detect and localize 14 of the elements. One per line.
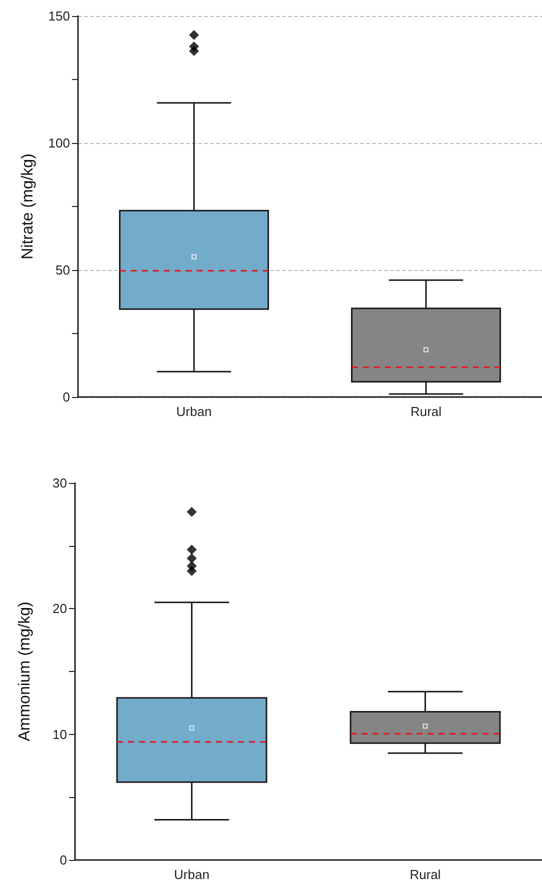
x-tick-label: Urban: [174, 867, 210, 882]
y-tick-label: 50: [56, 262, 70, 278]
y-tick-label: 10: [52, 726, 67, 742]
y-tick-label: 30: [52, 476, 67, 490]
y-tick-label: 20: [52, 601, 67, 616]
y-tick-label: 0: [62, 390, 70, 404]
y-tick-label: 100: [48, 136, 70, 150]
y-axis-title: Ammonium (mg/kg): [16, 602, 34, 742]
x-tick-label: Rural: [410, 404, 442, 419]
x-tick-label: Urban: [176, 404, 212, 419]
x-tick-label: Rural: [410, 867, 441, 882]
y-tick-label: 0: [60, 852, 67, 868]
y-tick-label: 150: [48, 8, 70, 24]
y-axis-title: Nitrate (mg/kg): [20, 154, 36, 260]
